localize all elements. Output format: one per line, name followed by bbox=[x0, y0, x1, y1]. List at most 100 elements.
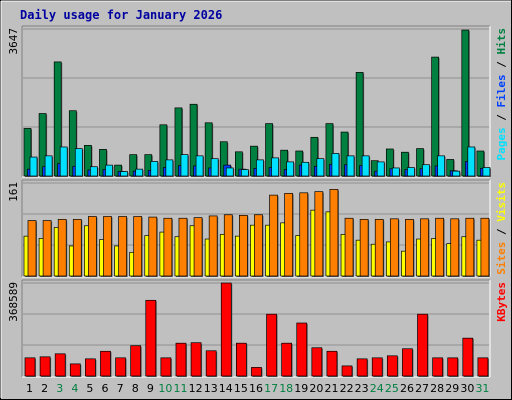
bar-kbytes-day-3 bbox=[54, 353, 66, 377]
x-tick-label-day-16: 16 bbox=[249, 382, 263, 395]
legend-separator: / bbox=[495, 222, 508, 242]
bar-sites-day-16 bbox=[254, 214, 263, 277]
bar-kbytes-day-4 bbox=[69, 363, 81, 377]
bar-kbytes-day-7 bbox=[115, 357, 126, 377]
x-tick-label-day-2: 2 bbox=[41, 382, 48, 395]
bar-sites-day-1 bbox=[27, 220, 37, 277]
bar-pages-day-15 bbox=[241, 169, 249, 177]
bar-sites-day-14 bbox=[223, 214, 233, 277]
x-tick-label-day-5: 5 bbox=[86, 382, 93, 395]
bar-kbytes-day-8 bbox=[130, 345, 142, 377]
x-tick-label-day-17: 17 bbox=[264, 382, 278, 395]
bar-pages-day-26 bbox=[407, 167, 415, 177]
x-tick-label-day-11: 11 bbox=[174, 382, 188, 395]
legend-entry-files: Files bbox=[495, 74, 508, 107]
x-tick-label-day-22: 22 bbox=[340, 382, 354, 395]
bar-pages-day-6 bbox=[105, 164, 113, 177]
bar-pages-day-9 bbox=[150, 161, 159, 177]
legend-entry-pages: Pages bbox=[495, 127, 508, 160]
bar-sites-day-11 bbox=[178, 217, 188, 277]
x-tick-label-day-21: 21 bbox=[324, 382, 338, 395]
bar-sites-day-29 bbox=[450, 218, 460, 277]
bar-pages-day-2 bbox=[44, 155, 53, 177]
x-tick-label-day-4: 4 bbox=[71, 382, 78, 395]
bar-sites-day-26 bbox=[405, 219, 414, 277]
bar-pages-day-21 bbox=[331, 153, 340, 177]
bar-kbytes-day-5 bbox=[85, 358, 96, 377]
bar-pages-day-17 bbox=[271, 157, 279, 177]
bar-sites-day-21 bbox=[329, 189, 339, 277]
x-tick-label-day-18: 18 bbox=[279, 382, 293, 395]
bar-kbytes-day-15 bbox=[236, 342, 247, 377]
x-tick-label-day-12: 12 bbox=[189, 382, 203, 395]
bar-kbytes-day-10 bbox=[160, 357, 172, 377]
bar-sites-day-19 bbox=[299, 192, 309, 277]
x-tick-label-day-15: 15 bbox=[234, 382, 248, 395]
panel-kbytes: 368589 KBytes bbox=[7, 279, 508, 378]
bar-sites-day-30 bbox=[465, 217, 475, 277]
bar-kbytes-day-18 bbox=[281, 342, 292, 377]
bar-sites-day-9 bbox=[148, 216, 158, 277]
x-tick-label-day-28: 28 bbox=[430, 382, 444, 395]
y-axis-max-label: 3647 bbox=[7, 28, 20, 55]
bar-pages-day-7 bbox=[120, 171, 128, 177]
bar-sites-day-15 bbox=[239, 214, 248, 277]
bar-kbytes-day-12 bbox=[190, 342, 202, 377]
bar-pages-day-13 bbox=[210, 158, 219, 177]
bar-kbytes-day-2 bbox=[39, 356, 51, 377]
x-tick-label-day-10: 10 bbox=[158, 382, 172, 395]
bar-sites-day-25 bbox=[389, 218, 399, 277]
bar-pages-day-1 bbox=[29, 156, 38, 177]
bar-kbytes-day-20 bbox=[311, 347, 323, 377]
bar-pages-day-22 bbox=[346, 155, 355, 177]
chart-title: Daily usage for January 2026 bbox=[20, 8, 222, 22]
bar-kbytes-day-14 bbox=[220, 282, 232, 377]
legend-entry-sites: Sites bbox=[495, 242, 508, 275]
bar-pages-day-18 bbox=[286, 161, 294, 177]
bar-kbytes-day-13 bbox=[205, 350, 217, 377]
legend-entry-visits: Visits bbox=[495, 182, 508, 222]
x-tick-label-day-7: 7 bbox=[117, 382, 124, 395]
bar-pages-day-4 bbox=[74, 148, 83, 177]
bar-sites-day-24 bbox=[374, 219, 384, 277]
x-tick-label-day-1: 1 bbox=[26, 382, 33, 395]
bar-sites-day-10 bbox=[163, 217, 173, 277]
bar-sites-day-8 bbox=[133, 216, 143, 277]
x-axis-day-labels: 1 2 3 4 5 6 7 8 9 10 11 12 13 14 15 16 17 18 19 20 21 22 23 24 2… bbox=[26, 382, 489, 395]
bar-pages-day-5 bbox=[90, 166, 98, 177]
bar-pages-day-16 bbox=[256, 159, 264, 177]
bar-kbytes-day-11 bbox=[175, 342, 187, 377]
bar-sites-day-13 bbox=[208, 215, 218, 277]
bar-sites-day-4 bbox=[72, 219, 82, 277]
bar-pages-day-28 bbox=[437, 155, 445, 177]
x-tick-label-day-6: 6 bbox=[102, 382, 109, 395]
bar-pages-day-24 bbox=[376, 161, 385, 177]
x-tick-label-day-19: 19 bbox=[294, 382, 308, 395]
bar-sites-day-5 bbox=[88, 216, 97, 277]
legend-entry-kbytes: KBytes bbox=[495, 282, 508, 322]
x-tick-label-day-29: 29 bbox=[445, 382, 459, 395]
bar-pages-day-31 bbox=[482, 167, 491, 177]
x-tick-label-day-13: 13 bbox=[204, 382, 218, 395]
y-axis-max-label: 368589 bbox=[7, 282, 20, 322]
x-tick-label-day-25: 25 bbox=[385, 382, 399, 395]
bar-kbytes-day-23 bbox=[356, 358, 368, 377]
bar-kbytes-day-17 bbox=[266, 313, 277, 377]
bar-sites-day-3 bbox=[57, 219, 67, 277]
bar-kbytes-day-30 bbox=[462, 337, 474, 377]
bar-sites-day-20 bbox=[314, 191, 324, 277]
bar-kbytes-day-27 bbox=[417, 313, 428, 377]
bar-kbytes-day-22 bbox=[341, 365, 353, 377]
bar-pages-day-30 bbox=[467, 146, 476, 177]
bar-pages-day-23 bbox=[361, 155, 370, 177]
bar-kbytes-day-1 bbox=[24, 357, 36, 377]
bar-sites-day-31 bbox=[480, 217, 490, 277]
bar-sites-day-23 bbox=[359, 219, 369, 277]
bar-kbytes-day-9 bbox=[145, 299, 157, 377]
bar-kbytes-day-6 bbox=[100, 350, 111, 377]
bar-pages-day-3 bbox=[59, 146, 68, 177]
bar-pages-day-11 bbox=[180, 154, 189, 177]
bar-sites-day-27 bbox=[420, 218, 429, 277]
